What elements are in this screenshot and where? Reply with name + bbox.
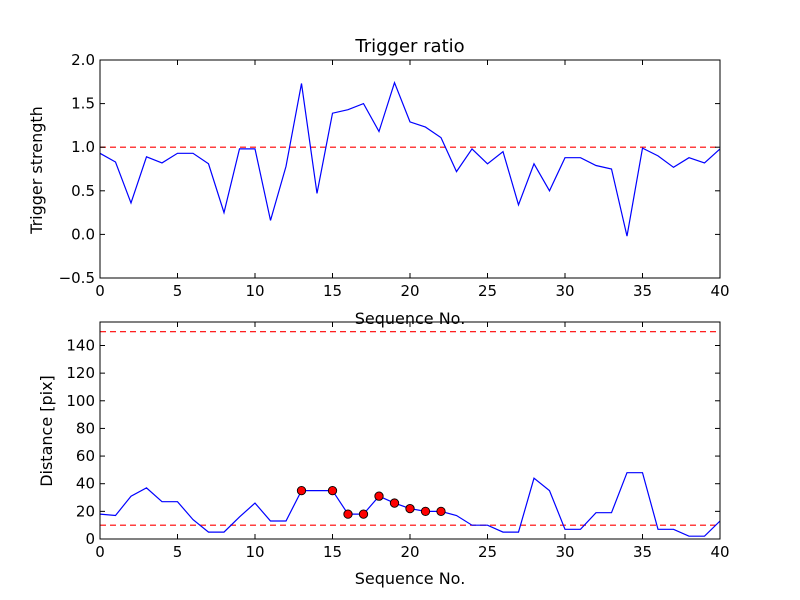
x-tick-label: 40	[710, 543, 729, 561]
x-tick-label: 40	[710, 282, 729, 300]
marker-point	[436, 506, 446, 517]
x-tick-label: 20	[400, 543, 419, 561]
x-axis-label: Sequence No.	[355, 569, 466, 588]
y-tick-label: 120	[66, 364, 95, 382]
y-tick-label: 100	[66, 392, 95, 410]
x-tick-label: 25	[478, 543, 497, 561]
y-tick-label: 0.0	[71, 225, 95, 243]
x-tick-label: 20	[400, 282, 419, 300]
marker-point	[343, 509, 353, 519]
marker-point	[420, 506, 431, 517]
marker-point	[389, 498, 400, 508]
y-tick-label: 2.0	[71, 51, 95, 69]
y-tick-label: −0.5	[59, 269, 95, 287]
y-tick-label: 1.5	[71, 95, 95, 113]
marker-point	[374, 491, 384, 501]
x-tick-label: 25	[478, 282, 497, 300]
x-tick-label: 35	[633, 282, 652, 300]
marker-point	[358, 509, 369, 519]
y-tick-label: 80	[76, 419, 95, 437]
y-ticks: −0.5 0.0 0.5 1.0 1.5 2.0	[59, 51, 720, 287]
x-tick-label: 10	[245, 543, 264, 561]
y-tick-label: 0	[85, 530, 95, 548]
y-tick-label: 20	[76, 502, 95, 520]
y-tick-label: 140	[66, 336, 95, 354]
reference-lines	[100, 331, 720, 526]
x-tick-label: 35	[633, 543, 652, 561]
y-ticks: 0 20 40 60 80 100 120 140	[66, 336, 720, 548]
distance-chart: Sequence No. Distance [pix] 0 5 10 15 20 25 30…	[37, 321, 730, 588]
x-tick-label: 30	[555, 282, 574, 300]
series-group	[99, 80, 721, 237]
y-tick-label: 0.5	[71, 182, 95, 200]
y-tick-label: 40	[76, 475, 95, 493]
x-tick-label: 15	[323, 282, 342, 300]
marker-point	[405, 503, 415, 514]
x-tick-label: 0	[95, 282, 105, 300]
x-axis-label: Sequence No.	[355, 309, 466, 328]
y-tick-label: 60	[76, 447, 95, 465]
y-axis-label: Distance [pix]	[37, 375, 56, 487]
marker-point	[327, 485, 338, 496]
x-tick-label: 30	[555, 543, 574, 561]
x-tick-label: 5	[173, 543, 183, 561]
x-ticks: 0 5 10 15 20 25 30 35 40	[95, 322, 730, 561]
chart-title: Trigger ratio	[354, 36, 464, 57]
x-tick-label: 15	[323, 543, 342, 561]
x-tick-label: 0	[95, 543, 105, 561]
series-line-0	[99, 80, 721, 237]
y-axis-label: Trigger strength	[27, 106, 46, 235]
x-tick-label: 5	[173, 282, 183, 300]
marker-point	[296, 485, 307, 496]
y-tick-label: 1.0	[71, 138, 95, 156]
x-tick-label: 10	[245, 282, 264, 300]
highlight-markers	[296, 485, 446, 519]
x-ticks: 0 5 10 15 20 25 30 35 40	[95, 60, 730, 300]
trigger-ratio-chart: Trigger ratio Sequence No. Trigger stren…	[27, 36, 730, 328]
